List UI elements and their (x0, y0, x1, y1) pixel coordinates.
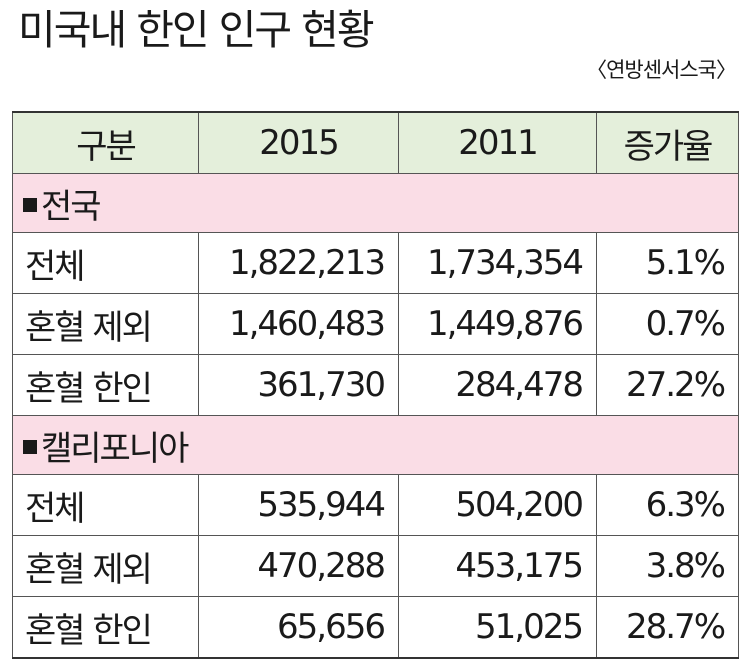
table-row: 혼혈 한인 361,730 284,478 27.2% (12, 354, 739, 416)
row-label: 전체 (12, 474, 199, 536)
cell-2011: 284,478 (398, 354, 597, 416)
source-note: 〈연방센서스국〉 (586, 58, 737, 82)
cell-growth-rate: 28.7% (596, 596, 739, 659)
page-title: 미국내 한인 인구 현황 (18, 6, 375, 54)
table-row: 혼혈 제외 470,288 453,175 3.8% (12, 535, 739, 597)
cell-growth-rate: 0.7% (596, 293, 739, 355)
table-row: 혼혈 제외 1,460,483 1,449,876 0.7% (12, 293, 739, 355)
section-label: 캘리포니아 (41, 428, 189, 469)
column-header-category: 구분 (12, 111, 199, 174)
cell-growth-rate: 5.1% (596, 232, 739, 294)
cell-2011: 51,025 (398, 596, 597, 659)
section-title-nationwide: 전국 (12, 173, 739, 233)
cell-2011: 1,734,354 (398, 232, 597, 294)
cell-2011: 1,449,876 (398, 293, 597, 355)
cell-2011: 504,200 (398, 474, 597, 536)
cell-growth-rate: 6.3% (596, 474, 739, 536)
table-header-row: 구분 2015 2011 증가율 (12, 111, 739, 174)
column-header-2011: 2011 (398, 111, 597, 174)
column-header-2015: 2015 (198, 111, 399, 174)
population-table: 구분 2015 2011 증가율 전국 전체 1,822,213 1,734,3… (12, 111, 739, 659)
cell-2015: 361,730 (198, 354, 399, 416)
cell-2015: 65,656 (198, 596, 399, 659)
cell-2015: 1,460,483 (198, 293, 399, 355)
table-row: 전체 1,822,213 1,734,354 5.1% (12, 232, 739, 294)
cell-2015: 470,288 (198, 535, 399, 597)
cell-growth-rate: 3.8% (596, 535, 739, 597)
row-label: 혼혈 제외 (12, 535, 199, 597)
row-label: 전체 (12, 232, 199, 294)
column-header-growth-rate: 증가율 (596, 111, 739, 174)
square-bullet-icon (23, 198, 37, 212)
section-label: 전국 (41, 186, 102, 227)
section-row-nationwide: 전국 (12, 173, 739, 233)
cell-growth-rate: 27.2% (596, 354, 739, 416)
table-row: 혼혈 한인 65,656 51,025 28.7% (12, 596, 739, 659)
square-bullet-icon (23, 440, 37, 454)
row-label: 혼혈 제외 (12, 293, 199, 355)
cell-2015: 535,944 (198, 474, 399, 536)
cell-2015: 1,822,213 (198, 232, 399, 294)
row-label: 혼혈 한인 (12, 596, 199, 659)
section-row-california: 캘리포니아 (12, 415, 739, 475)
cell-2011: 453,175 (398, 535, 597, 597)
row-label: 혼혈 한인 (12, 354, 199, 416)
table-row: 전체 535,944 504,200 6.3% (12, 474, 739, 536)
section-title-california: 캘리포니아 (12, 415, 739, 475)
